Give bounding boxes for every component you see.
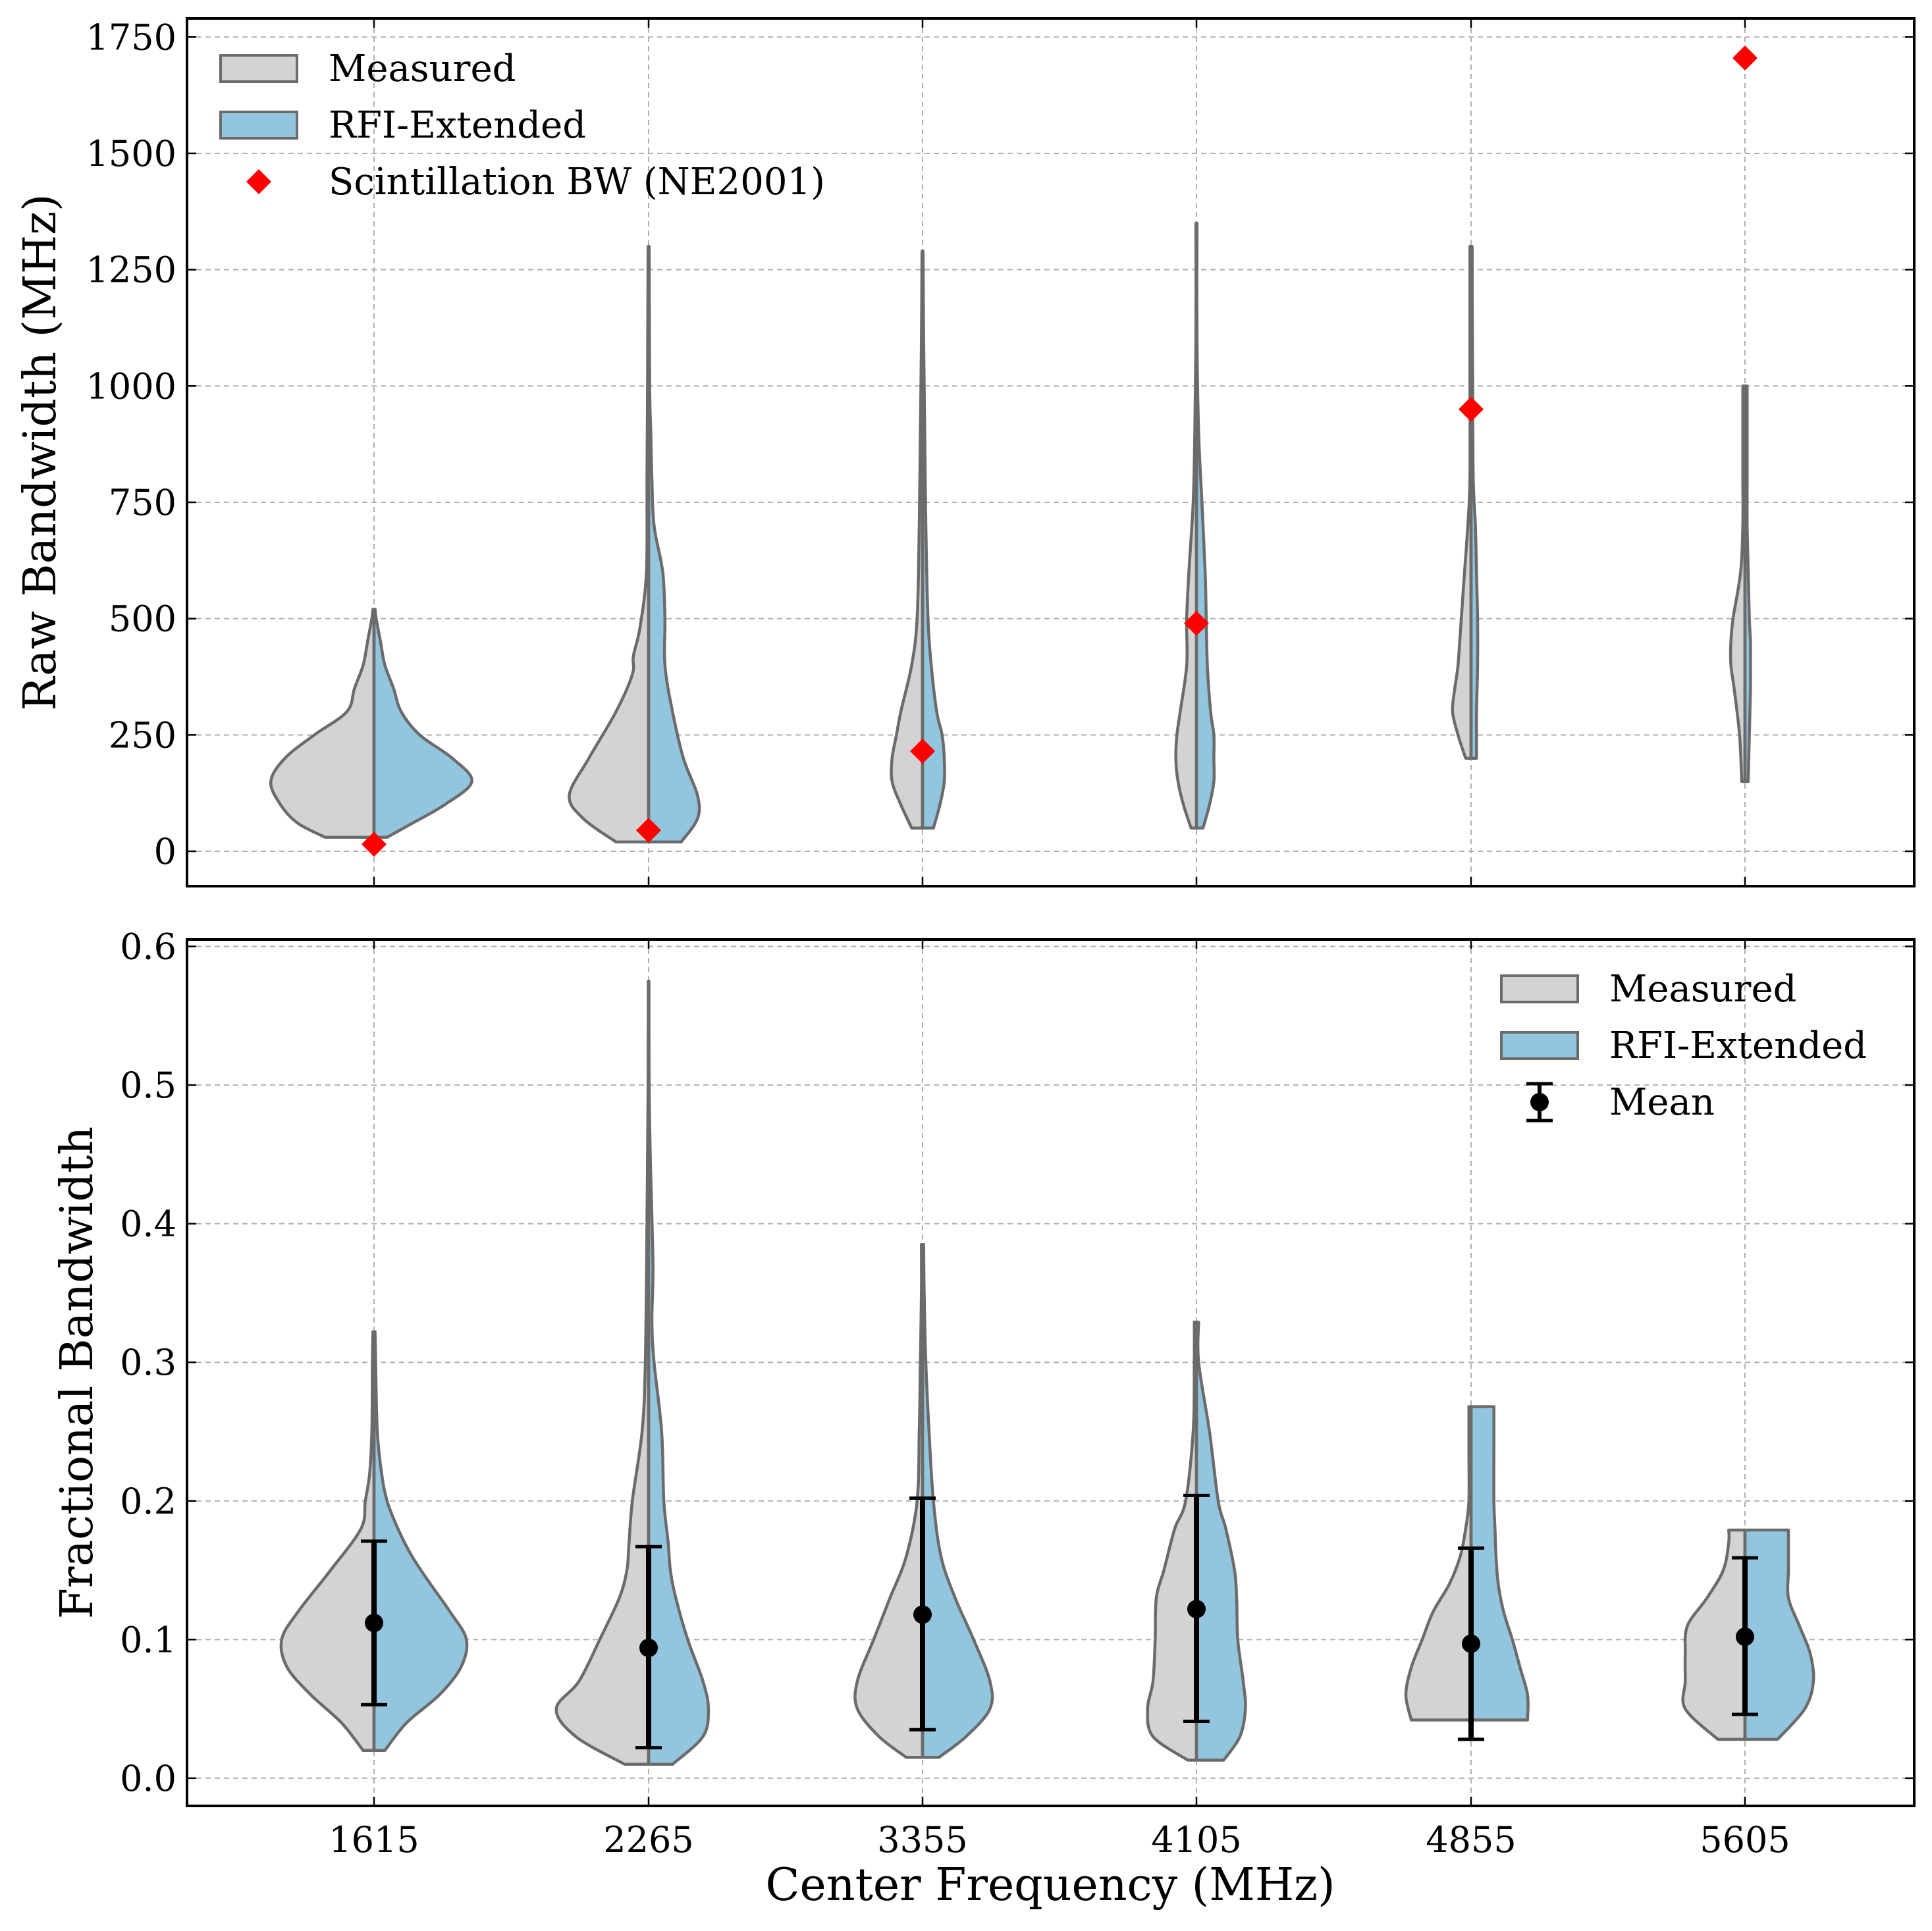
bottom-mean-errorbars bbox=[361, 1493, 1758, 1750]
top-axis-ticks: 0 250 500 750 1000 1250 1500 1750 bbox=[86, 16, 1914, 886]
top-y-axis-title: Raw Bandwidth (MHz) bbox=[14, 194, 67, 711]
top-violin-measured-2265 bbox=[568, 245, 651, 844]
top-legend-label-2: Scintillation BW (NE2001) bbox=[329, 161, 825, 203]
bottom-violins bbox=[279, 979, 1815, 1766]
bot-ytick-label-4: 0.4 bbox=[120, 1204, 176, 1245]
xtick-label-4105: 4105 bbox=[1151, 1819, 1241, 1861]
top-legend-label-0: Measured bbox=[329, 47, 516, 90]
top-legend-label-1: RFI-Extended bbox=[329, 104, 586, 147]
bot-violin-measured-4855 bbox=[1404, 1405, 1473, 1722]
panel-top: 0 250 500 750 1000 1250 1500 1750 Raw Bandwidth… bbox=[14, 16, 1916, 887]
top-gridlines bbox=[187, 18, 1914, 886]
top-ytick-label-4: 1000 bbox=[86, 365, 176, 407]
bot-violin-rfi-3355 bbox=[921, 1242, 994, 1759]
top-violin-rfi-4105 bbox=[1194, 221, 1216, 830]
top-ytick-label-2: 500 bbox=[109, 598, 176, 640]
bot-ytick-label-0: 0.0 bbox=[120, 1758, 176, 1799]
bot-ytick-label-5: 0.5 bbox=[120, 1065, 176, 1106]
bot-violin-measured-4105 bbox=[1146, 1320, 1198, 1762]
top-ytick-label-3: 750 bbox=[109, 482, 176, 523]
top-ytick-label-7: 1750 bbox=[86, 16, 176, 58]
bottom-legend-label-0: Measured bbox=[1609, 968, 1796, 1011]
bot-violin-rfi-1615 bbox=[372, 1330, 469, 1753]
bot-violin-rfi-4105 bbox=[1194, 1320, 1247, 1762]
bottom-y-axis-title: Fractional Bandwidth bbox=[51, 1126, 103, 1619]
top-ytick-label-6: 1500 bbox=[86, 133, 176, 174]
top-scintillation-markers bbox=[362, 45, 1758, 857]
xtick-label-2265: 2265 bbox=[603, 1819, 693, 1861]
xtick-label-4855: 4855 bbox=[1426, 1819, 1516, 1861]
scintillation-marker-5605 bbox=[1732, 45, 1758, 71]
mean-point-2265 bbox=[639, 1638, 658, 1657]
top-violin-measured-4105 bbox=[1174, 221, 1198, 830]
mean-point-3355 bbox=[913, 1605, 932, 1624]
top-violin-rfi-2265 bbox=[647, 245, 701, 844]
bot-violin-measured-2265 bbox=[554, 979, 651, 1766]
top-ytick-label-1: 250 bbox=[109, 714, 176, 756]
bot-violin-measured-3355 bbox=[853, 1242, 925, 1759]
top-ytick-label-5: 1250 bbox=[86, 250, 176, 291]
bottom-legend-label-2: Mean bbox=[1609, 1081, 1715, 1124]
top-legend: Measured RFI-Extended Scintillation BW (NE… bbox=[219, 47, 825, 203]
mean-point-5605 bbox=[1736, 1627, 1754, 1647]
bot-ytick-label-6: 0.6 bbox=[120, 926, 176, 968]
top-violin-rfi-1615 bbox=[372, 608, 473, 839]
bot-violin-rfi-4855 bbox=[1469, 1405, 1530, 1722]
panel-bottom: 0.0 0.1 0.2 0.3 0.4 0.5 0.6 1615 2265 3355 4105 485… bbox=[51, 926, 1916, 1911]
bottom-legend-swatch-1 bbox=[1500, 1031, 1579, 1060]
bottom-legend: Measured RFI-Extended Mean bbox=[1500, 968, 1867, 1124]
top-legend-swatch-0 bbox=[219, 54, 298, 83]
scintillation-marker-3355 bbox=[910, 739, 935, 764]
scintillation-marker-2265 bbox=[636, 818, 661, 843]
top-legend-swatch-2 bbox=[246, 169, 271, 194]
bottom-legend-swatch-0 bbox=[1500, 974, 1579, 1003]
xtick-label-3355: 3355 bbox=[877, 1819, 967, 1861]
bot-ytick-label-3: 0.3 bbox=[120, 1342, 176, 1383]
mean-point-1615 bbox=[365, 1614, 383, 1633]
top-violin-rfi-3355 bbox=[921, 250, 946, 830]
bottom-plot-frame bbox=[186, 938, 1916, 1807]
top-legend-swatch-1 bbox=[219, 111, 298, 140]
bot-violin-rfi-5605 bbox=[1743, 1528, 1815, 1741]
top-violin-measured-5605 bbox=[1729, 384, 1747, 783]
top-plot-frame bbox=[186, 17, 1916, 887]
top-ytick-label-0: 0 bbox=[154, 831, 176, 872]
bot-ytick-label-2: 0.2 bbox=[120, 1481, 176, 1522]
xtick-label-5605: 5605 bbox=[1700, 1819, 1790, 1861]
xtick-label-1615: 1615 bbox=[329, 1819, 419, 1861]
top-violin-measured-3355 bbox=[890, 250, 925, 830]
bot-violin-measured-5605 bbox=[1681, 1528, 1747, 1741]
top-violins bbox=[269, 221, 1752, 844]
scintillation-marker-4855 bbox=[1459, 396, 1484, 422]
top-violin-measured-1615 bbox=[269, 608, 376, 839]
bot-violin-rfi-2265 bbox=[647, 979, 711, 1766]
bottom-legend-label-1: RFI-Extended bbox=[1609, 1024, 1867, 1067]
bottom-axis-ticks: 0.0 0.1 0.2 0.3 0.4 0.5 0.6 1615 2265 3355 4105 485… bbox=[120, 926, 1914, 1861]
mean-point-4855 bbox=[1462, 1634, 1480, 1653]
mean-point-4105 bbox=[1187, 1600, 1206, 1619]
x-axis-title: Center Frequency (MHz) bbox=[766, 1859, 1335, 1911]
bottom-legend-swatch-2 bbox=[1530, 1093, 1549, 1111]
bot-ytick-label-1: 0.1 bbox=[120, 1619, 176, 1660]
bot-violin-measured-1615 bbox=[279, 1330, 376, 1753]
scintillation-marker-1615 bbox=[362, 832, 387, 857]
scintillation-marker-4105 bbox=[1184, 610, 1209, 636]
